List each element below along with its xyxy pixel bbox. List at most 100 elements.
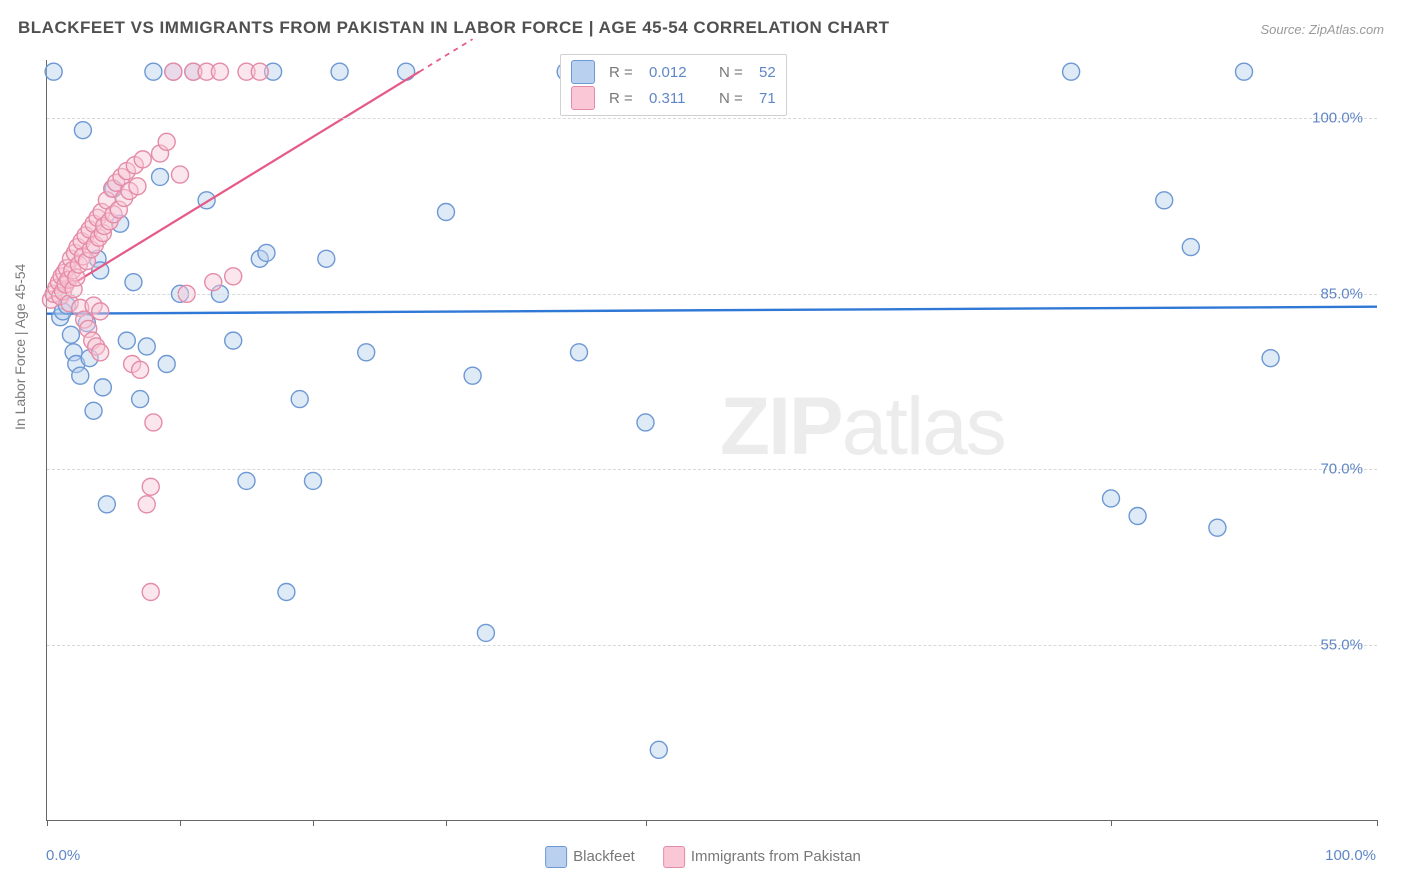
data-point: [650, 741, 667, 758]
x-tick: [1111, 820, 1112, 826]
legend-label: Blackfeet: [573, 848, 635, 865]
data-point: [138, 496, 155, 513]
data-point: [238, 472, 255, 489]
data-point: [318, 250, 335, 267]
data-point: [85, 402, 102, 419]
series-legend: Blackfeet Immigrants from Pakistan: [545, 846, 861, 868]
legend-swatch: [663, 846, 685, 868]
data-point: [118, 332, 135, 349]
data-point: [152, 168, 169, 185]
data-point: [1209, 519, 1226, 536]
legend-item: Blackfeet: [545, 846, 635, 868]
x-tick: [47, 820, 48, 826]
data-point: [637, 414, 654, 431]
data-point: [225, 332, 242, 349]
data-point: [278, 584, 295, 601]
r-value: 0.311: [649, 90, 701, 107]
legend-swatch: [571, 60, 595, 84]
data-point: [225, 268, 242, 285]
chart-svg: [47, 60, 1377, 820]
x-tick: [1377, 820, 1378, 826]
chart-container: BLACKFEET VS IMMIGRANTS FROM PAKISTAN IN…: [0, 0, 1406, 892]
gridline: [47, 294, 1377, 295]
data-point: [158, 356, 175, 373]
data-point: [1156, 192, 1173, 209]
y-tick-label: 55.0%: [1320, 636, 1363, 653]
data-point: [62, 326, 79, 343]
correlation-legend: R = 0.012 N = 52 R = 0.311 N = 71: [560, 54, 787, 116]
data-point: [132, 361, 149, 378]
data-point: [74, 122, 91, 139]
data-point: [142, 584, 159, 601]
data-point: [142, 478, 159, 495]
x-axis-label-min: 0.0%: [46, 847, 80, 864]
data-point: [571, 344, 588, 361]
r-label: R =: [609, 90, 641, 107]
data-point: [98, 496, 115, 513]
r-label: R =: [609, 64, 641, 81]
data-point: [45, 63, 62, 80]
legend-swatch: [545, 846, 567, 868]
y-tick-label: 85.0%: [1320, 285, 1363, 302]
data-point: [251, 63, 268, 80]
data-point: [291, 391, 308, 408]
x-axis-label-max: 100.0%: [1325, 847, 1376, 864]
n-label: N =: [719, 64, 751, 81]
legend-swatch: [571, 86, 595, 110]
data-point: [158, 133, 175, 150]
data-point: [1236, 63, 1253, 80]
data-point: [145, 414, 162, 431]
y-tick-label: 100.0%: [1312, 110, 1363, 127]
legend-item: Immigrants from Pakistan: [663, 846, 861, 868]
data-point: [138, 338, 155, 355]
data-point: [132, 391, 149, 408]
chart-source: Source: ZipAtlas.com: [1260, 22, 1384, 37]
y-axis-label: In Labor Force | Age 45-54: [12, 264, 28, 430]
data-point: [211, 63, 228, 80]
x-tick: [646, 820, 647, 826]
data-point: [464, 367, 481, 384]
trend-line-dashed: [419, 39, 472, 72]
data-point: [1262, 350, 1279, 367]
data-point: [145, 63, 162, 80]
data-point: [1182, 239, 1199, 256]
trend-line: [47, 72, 419, 300]
data-point: [1063, 63, 1080, 80]
chart-title: BLACKFEET VS IMMIGRANTS FROM PAKISTAN IN…: [18, 18, 890, 38]
correlation-legend-row: R = 0.012 N = 52: [571, 59, 776, 85]
data-point: [205, 274, 222, 291]
gridline: [47, 469, 1377, 470]
n-value: 71: [759, 90, 776, 107]
x-tick: [180, 820, 181, 826]
data-point: [165, 63, 182, 80]
data-point: [172, 166, 189, 183]
trend-line: [47, 307, 1377, 314]
data-point: [92, 303, 109, 320]
x-tick: [313, 820, 314, 826]
data-point: [125, 274, 142, 291]
data-point: [134, 151, 151, 168]
legend-label: Immigrants from Pakistan: [691, 848, 861, 865]
gridline: [47, 645, 1377, 646]
data-point: [72, 367, 89, 384]
data-point: [438, 204, 455, 221]
data-point: [1103, 490, 1120, 507]
data-point: [94, 379, 111, 396]
data-point: [305, 472, 322, 489]
n-value: 52: [759, 64, 776, 81]
gridline: [47, 118, 1377, 119]
data-point: [1129, 508, 1146, 525]
data-point: [331, 63, 348, 80]
data-point: [92, 344, 109, 361]
plot-area: 55.0% 70.0% 85.0% 100.0%: [46, 60, 1377, 821]
data-point: [398, 63, 415, 80]
x-tick: [446, 820, 447, 826]
n-label: N =: [719, 90, 751, 107]
data-point: [477, 624, 494, 641]
correlation-legend-row: R = 0.311 N = 71: [571, 85, 776, 111]
data-point: [258, 244, 275, 261]
r-value: 0.012: [649, 64, 701, 81]
data-point: [129, 178, 146, 195]
y-tick-label: 70.0%: [1320, 461, 1363, 478]
data-point: [358, 344, 375, 361]
